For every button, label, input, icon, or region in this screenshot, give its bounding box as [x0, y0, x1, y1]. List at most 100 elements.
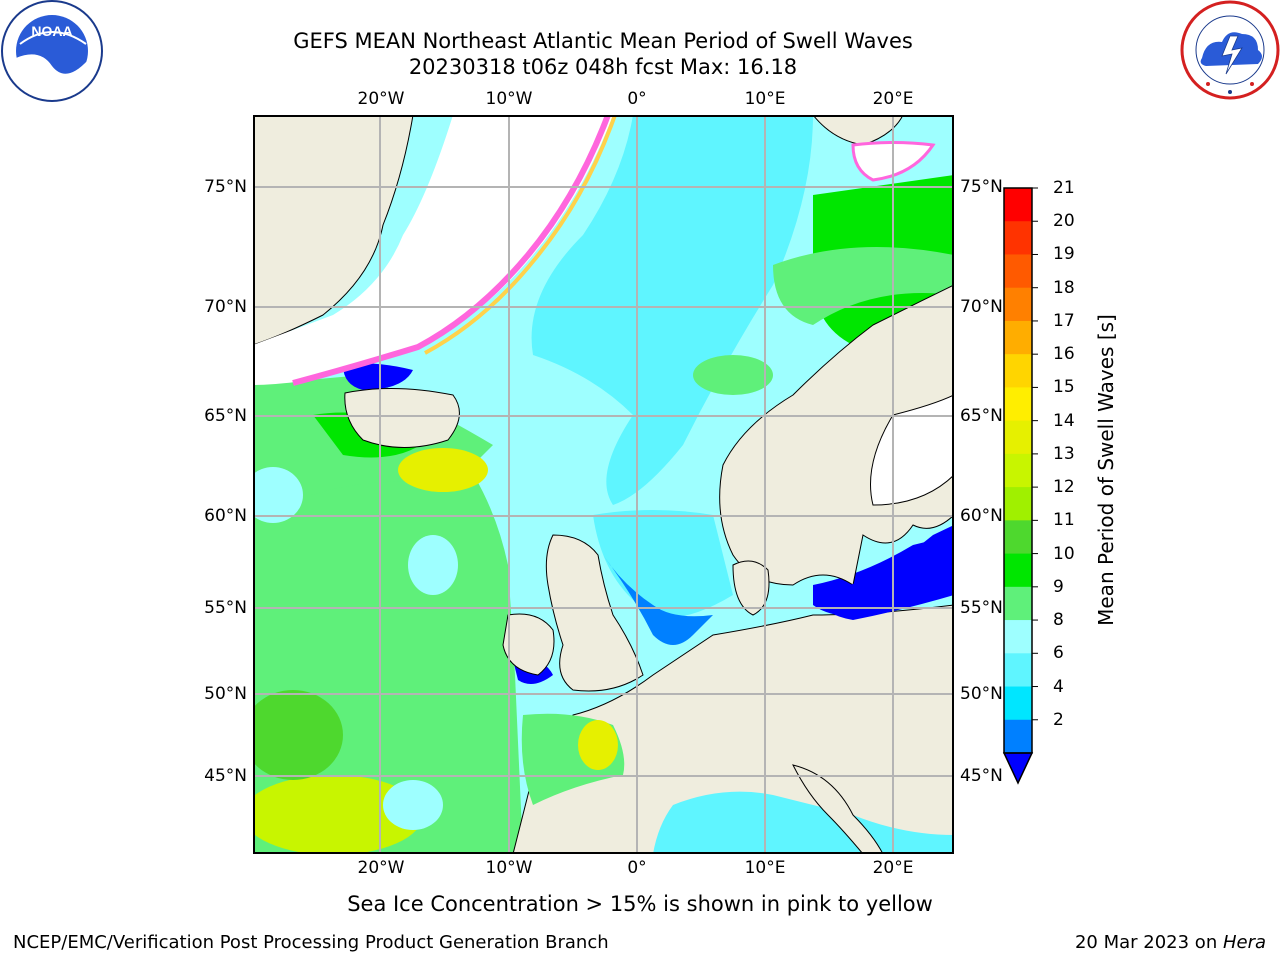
colorbar-tick-label: 4 [1053, 676, 1064, 697]
map-frame [253, 115, 954, 854]
footer-credit: NCEP/EMC/Verification Post Processing Pr… [13, 932, 609, 953]
footer-date-text: 20 Mar 2023 on [1074, 932, 1223, 953]
colorbar-band [1004, 686, 1032, 721]
sea-ice-note: Sea Ice Concentration > 15% is shown in … [347, 892, 933, 916]
colorbar-band [1004, 719, 1032, 754]
lat-label-right-55n: 55°N [960, 598, 1003, 618]
lat-label-right-50n: 50°N [960, 684, 1003, 704]
nws-logo [1180, 0, 1280, 100]
noaa-logo: NOAA [0, 0, 104, 104]
lat-label-right-65n: 65°N [960, 406, 1003, 426]
low-period-north-sea [603, 555, 713, 645]
lat-label-right-70n: 70°N [960, 297, 1003, 317]
swell-patch-yellow3 [253, 690, 343, 780]
colorbar-tick-label: 11 [1053, 510, 1075, 531]
colorbar-tick-label: 14 [1053, 410, 1075, 431]
lat-label-right-60n: 60°N [960, 506, 1003, 526]
land-great-britain [545, 534, 644, 692]
lat-label-right-45n: 45°N [960, 766, 1003, 786]
colorbar-tick-label: 18 [1053, 277, 1075, 298]
lon-label-bottom-20e: 20°E [872, 858, 914, 878]
lat-label-left-65n: 65°N [204, 406, 247, 426]
land-iceland [344, 387, 460, 448]
bay-of-biscay-yellow [578, 720, 618, 770]
colorbar-band [1004, 221, 1032, 255]
lat-label-left-75n: 75°N [204, 177, 247, 197]
land-greenland [253, 115, 414, 346]
lon-label-bottom-0: 0° [627, 858, 647, 878]
colorbar-band [1004, 420, 1032, 455]
colorbar-tick-label: 17 [1053, 310, 1075, 331]
swell-zone-norwegian [531, 115, 813, 505]
lat-label-left-60n: 60°N [204, 506, 247, 526]
noaa-logo-text: NOAA [31, 23, 72, 39]
colorbar-tick-label: 19 [1053, 244, 1075, 265]
colorbar-tick-label: 9 [1053, 576, 1064, 597]
colorbar-tick-label: 10 [1053, 543, 1075, 564]
chart-title: GEFS MEAN Northeast Atlantic Mean Period… [293, 29, 913, 53]
colorbar-band [1004, 553, 1032, 588]
colorbar-extension [1002, 752, 1034, 785]
land-ireland [502, 613, 555, 676]
colorbar-band [1004, 354, 1032, 388]
swell-patch-cyan2 [408, 535, 458, 595]
swell-patch-yellow1 [398, 448, 488, 492]
lon-label-top-10w: 10°W [485, 89, 533, 109]
colorbar-band [1004, 387, 1032, 422]
sea-ice-edge [292, 115, 611, 386]
footer-date: 20 Mar 2023 on Hera [1075, 932, 1266, 954]
lon-label-bottom-20w: 20°W [357, 858, 405, 878]
lon-label-top-0: 0° [627, 89, 647, 109]
colorbar-title: Mean Period of Swell Waves [s] [1094, 314, 1118, 626]
colorbar-tick-label: 21 [1053, 178, 1075, 198]
sea-ice-edge-yellow [424, 115, 617, 355]
land-denmark [732, 560, 770, 616]
ice-gulf-bothnia [870, 394, 954, 506]
lat-label-left-70n: 70°N [204, 297, 247, 317]
colorbar-tick-label: 15 [1053, 377, 1075, 398]
colorbar-band [1004, 620, 1032, 654]
colorbar-labels: 21 20 19 18 17 16 15 14 13 12 11 10 9 8 6 4 2 [1050, 178, 1110, 780]
lat-label-left-55n: 55°N [204, 598, 247, 618]
colorbar-band [1004, 520, 1032, 555]
swell-patch-cyan3 [383, 780, 443, 830]
colorbar-band [1004, 586, 1032, 621]
lon-label-top-20w: 20°W [357, 89, 405, 109]
colorbar-band [1004, 254, 1032, 289]
chart-subtitle: 20230318 t06z 048h fcst Max: 16.18 [408, 55, 798, 79]
colorbar-tick-label: 13 [1053, 443, 1075, 464]
colorbar-band [1004, 487, 1032, 521]
colorbar-frame [1003, 187, 1033, 754]
lon-label-bottom-10w: 10°W [485, 858, 533, 878]
lon-label-top-10e: 10°E [744, 89, 786, 109]
baltic-sea [813, 525, 954, 620]
colorbar-tick-label: 16 [1053, 344, 1075, 365]
swell-patch-norway-green [693, 355, 773, 395]
colorbar-tick-label: 2 [1053, 709, 1064, 730]
mediterranean [653, 791, 954, 854]
ice-greenland-white [253, 115, 613, 385]
colorbar-band [1004, 188, 1032, 222]
lat-label-right-75n: 75°N [960, 177, 1003, 197]
lon-label-bottom-10e: 10°E [744, 858, 786, 878]
footer-machine: Hera [1222, 932, 1266, 953]
colorbar-tick-label: 12 [1053, 477, 1075, 498]
colorbar-band [1004, 287, 1032, 322]
lat-label-left-50n: 50°N [204, 684, 247, 704]
swell-zone-barents-light [773, 247, 954, 325]
swell-patch-cyan1 [253, 467, 303, 523]
graticule [253, 115, 954, 854]
lat-label-left-45n: 45°N [204, 766, 247, 786]
colorbar [1000, 186, 1040, 786]
low-period-iceland [343, 363, 413, 390]
colorbar-band [1004, 320, 1032, 355]
colorbar-band [1004, 453, 1032, 488]
colorbar-tick-label: 8 [1053, 610, 1064, 631]
map-panel [253, 115, 954, 854]
colorbar-title-wrap: Mean Period of Swell Waves [s] [1086, 190, 1126, 750]
colorbar-band [1004, 653, 1032, 688]
land-scandinavia [719, 284, 954, 586]
colorbar-tick-label: 6 [1053, 643, 1064, 664]
colorbar-tick-label: 20 [1053, 211, 1075, 232]
colorbar-graphic [1002, 187, 1038, 785]
